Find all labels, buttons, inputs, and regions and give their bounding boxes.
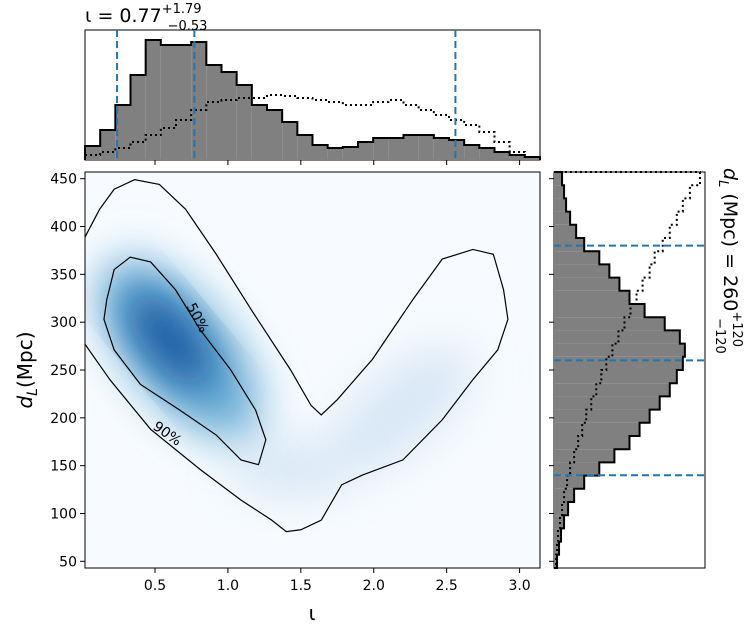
histogram-bar: [115, 105, 131, 160]
density-map: [85, 172, 540, 568]
title-symbol: d: [719, 168, 741, 181]
histogram-bar: [297, 135, 313, 160]
histogram-bar: [554, 370, 677, 384]
histogram-bar: [160, 45, 176, 160]
title-lower: −0.53: [168, 19, 208, 34]
histogram-bar: [554, 502, 569, 516]
y-tick-label: 400: [50, 220, 77, 236]
title-upper: +1.79: [162, 2, 202, 17]
y-label-unit: (Mpc): [13, 331, 37, 388]
histogram-bar: [554, 396, 660, 410]
histogram-bar: [554, 383, 670, 397]
histogram-bar: [554, 172, 563, 186]
histogram-bar: [145, 40, 161, 160]
histogram-bar: [554, 238, 585, 252]
contour-line: [85, 179, 509, 533]
y-tick-label: 50: [59, 554, 77, 570]
histogram-bar: [554, 422, 640, 436]
histogram-bar: [554, 330, 680, 344]
histogram-bar: [554, 488, 575, 502]
histogram-bar: [206, 65, 222, 160]
histogram-bar: [464, 145, 480, 160]
histogram-bar: [554, 515, 565, 529]
histogram-bar: [176, 45, 192, 160]
histogram-bar: [554, 277, 620, 291]
histogram-bar: [554, 541, 560, 555]
histogram-bar: [130, 75, 146, 160]
histogram-bar: [418, 135, 434, 160]
contour-line: [103, 256, 267, 466]
x-tick-label: 1.5: [290, 578, 312, 594]
histogram-bar: [554, 343, 685, 357]
histogram-bar: [267, 110, 283, 160]
histogram-bar: [554, 356, 683, 370]
title-sub: L: [715, 180, 730, 187]
x-tick-label: 0.5: [144, 578, 166, 594]
histogram-bar: [554, 304, 645, 318]
x-tick-label: 2.0: [363, 578, 385, 594]
histogram-bar: [554, 224, 577, 238]
histogram-bar: [554, 290, 630, 304]
y-axis-label: dL(Mpc): [13, 331, 41, 408]
histogram-bar: [554, 554, 558, 568]
y-tick-label: 200: [50, 411, 77, 427]
histogram-bar: [554, 475, 585, 489]
histogram-bar: [554, 251, 600, 265]
histogram-bar: [433, 138, 449, 160]
histogram-outline: [84, 94, 541, 160]
histogram-bar: [554, 317, 665, 331]
histogram-outline: [554, 171, 686, 569]
histogram-bar: [221, 72, 237, 160]
top-title: ι = 0.77+1.79 −0.53: [85, 2, 207, 34]
x-tick-label: 2.5: [436, 578, 458, 594]
y-tick-label: 450: [50, 172, 77, 188]
histogram-bar: [554, 449, 615, 463]
right-title: dL (Mpc) = 260+120−120: [712, 168, 744, 354]
y-tick-label: 350: [50, 267, 77, 283]
histogram-bar: [554, 211, 571, 225]
histogram-bar: [251, 105, 267, 160]
histogram-bar: [494, 152, 510, 160]
histogram-bar: [554, 409, 650, 423]
histogram-bar: [554, 528, 562, 542]
x-tick-label: 1.0: [217, 578, 239, 594]
histogram-bar: [342, 147, 358, 160]
title-lower: −120: [712, 318, 727, 354]
histogram-bar: [524, 157, 540, 160]
histogram-bar: [388, 138, 404, 160]
y-tick-label: 150: [50, 459, 77, 475]
histogram-bar: [282, 122, 298, 160]
title-upper: +120: [729, 311, 744, 347]
histogram-bar: [554, 264, 610, 278]
y-tick-label: 300: [50, 315, 77, 331]
x-tick-label: 3.0: [508, 578, 530, 594]
histogram-bar: [373, 138, 389, 160]
histogram-bar: [312, 145, 328, 160]
title-main: ι = 0.77: [85, 5, 162, 27]
y-tick-label: 100: [50, 506, 77, 522]
x-axis-label: ι: [309, 601, 316, 625]
histogram-bar: [554, 185, 565, 199]
histogram-bar: [479, 148, 495, 160]
y-tick-label: 250: [50, 363, 77, 379]
histogram-bar: [449, 140, 465, 160]
histogram-bar: [403, 135, 419, 160]
histogram-bar: [358, 142, 374, 160]
histogram-outline: [84, 39, 541, 160]
histogram-bar: [327, 148, 343, 160]
histogram-bar: [85, 146, 101, 160]
y-label-sub: L: [25, 388, 41, 396]
histogram-bar: [554, 462, 600, 476]
histogram-bar: [236, 85, 252, 160]
histogram-bar: [554, 198, 567, 212]
histogram-bar: [554, 436, 630, 450]
histogram-bar: [100, 130, 116, 160]
y-label-symbol: d: [13, 396, 37, 409]
title-main: (Mpc) = 260: [719, 187, 741, 311]
histogram-bar: [509, 155, 525, 160]
